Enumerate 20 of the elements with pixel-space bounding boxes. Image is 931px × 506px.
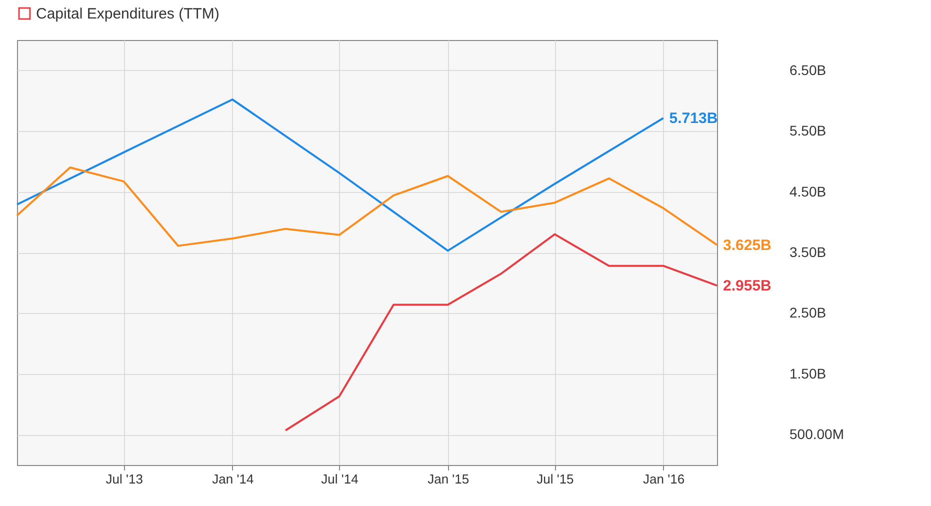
y-tick-label: 6.50B <box>790 62 826 78</box>
data-label: 2.955B <box>723 278 772 295</box>
y-tick-label: 3.50B <box>790 244 826 260</box>
y-tick-label: 500.00M <box>790 426 844 442</box>
y-tick-label: 4.50B <box>790 183 826 200</box>
x-tick-label: Jul '15 <box>536 472 574 486</box>
line-series <box>16 166 718 247</box>
data-label: 5.713B <box>669 110 718 128</box>
x-tick-label: Jan '14 <box>212 472 254 486</box>
x-tick-label: Jul '14 <box>321 472 358 486</box>
y-tick-label: 5.50B <box>790 122 826 139</box>
y-tick-label: 2.50B <box>790 304 826 321</box>
x-tick-label: Jan '16 <box>643 472 685 486</box>
x-tick-label: Jul '13 <box>106 472 143 486</box>
x-tick-label: Jan '15 <box>428 472 470 486</box>
line-series <box>284 233 718 432</box>
data-label: 3.625B <box>723 236 772 254</box>
y-tick-label: 1.50B <box>790 365 826 382</box>
legend-label: Capital Expenditures (TTM) <box>36 6 220 22</box>
line-series <box>16 98 664 252</box>
